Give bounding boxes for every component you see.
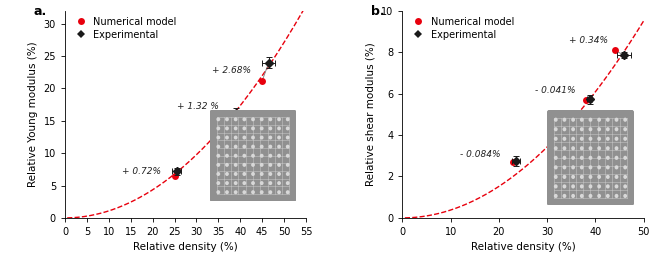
X-axis label: Relative density (%): Relative density (%)	[133, 242, 238, 253]
Text: + 1.32 %: + 1.32 %	[177, 102, 218, 111]
Text: a.: a.	[34, 5, 47, 17]
Y-axis label: Relative shear modulus (%): Relative shear modulus (%)	[365, 43, 376, 186]
Text: - 0.041%: - 0.041%	[535, 86, 575, 95]
Text: + 0.34%: + 0.34%	[569, 36, 608, 45]
Text: + 2.68%: + 2.68%	[212, 66, 251, 75]
Text: - 0.084%: - 0.084%	[460, 150, 500, 159]
Legend: Numerical model, Experimental: Numerical model, Experimental	[408, 16, 515, 40]
Text: + 0.72%: + 0.72%	[122, 167, 161, 176]
Y-axis label: Relative Young modulus (%): Relative Young modulus (%)	[28, 41, 38, 187]
Text: b.: b.	[371, 5, 385, 17]
X-axis label: Relative density (%): Relative density (%)	[471, 242, 575, 253]
Legend: Numerical model, Experimental: Numerical model, Experimental	[70, 16, 177, 40]
